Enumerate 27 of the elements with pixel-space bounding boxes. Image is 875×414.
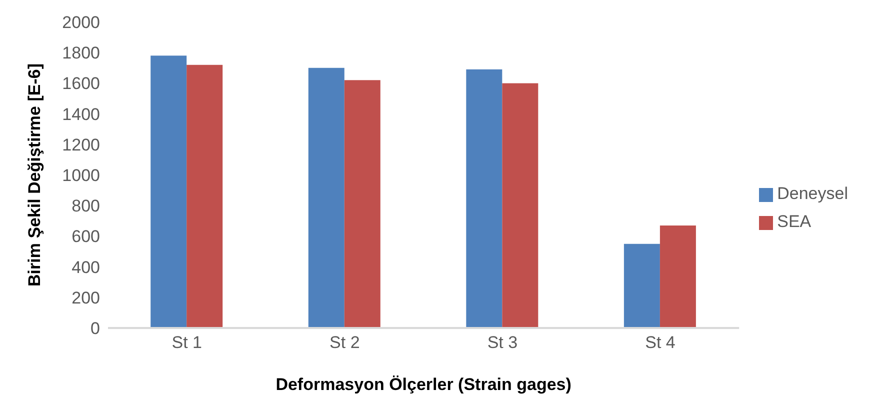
y-tick-label: 1800 [62,44,100,63]
y-tick-label: 1400 [62,104,100,124]
y-tick-label: 0 [90,319,100,338]
bar [186,64,223,328]
y-tick-label: 2000 [62,13,100,32]
bar [502,83,538,328]
legend-label: Deneysel [777,184,848,203]
x-axis-title: Deformasyon Ölçerler (Strain gages) [276,375,572,394]
bar [624,244,660,328]
y-tick-label: 600 [72,227,100,246]
x-tick-label: St 2 [330,333,360,352]
x-tick-label: St 3 [487,333,518,352]
bar [660,225,696,328]
y-axis-title: Birim Şekil Değiştirme [E-6] [25,64,44,286]
y-tick-label: 1200 [62,135,100,154]
bar [308,68,344,328]
x-tick-label: St 1 [172,333,202,352]
y-tick-label: 800 [72,196,100,216]
y-tick-label: 1000 [62,166,100,186]
bar [466,69,502,328]
bar [150,56,187,328]
legend-label: SEA [777,212,812,231]
bar [344,80,380,328]
y-tick-label: 200 [72,288,100,308]
y-tick-label: 400 [72,258,100,277]
x-tick-label: St 4 [645,333,676,352]
y-tick-label: 1600 [62,74,100,94]
